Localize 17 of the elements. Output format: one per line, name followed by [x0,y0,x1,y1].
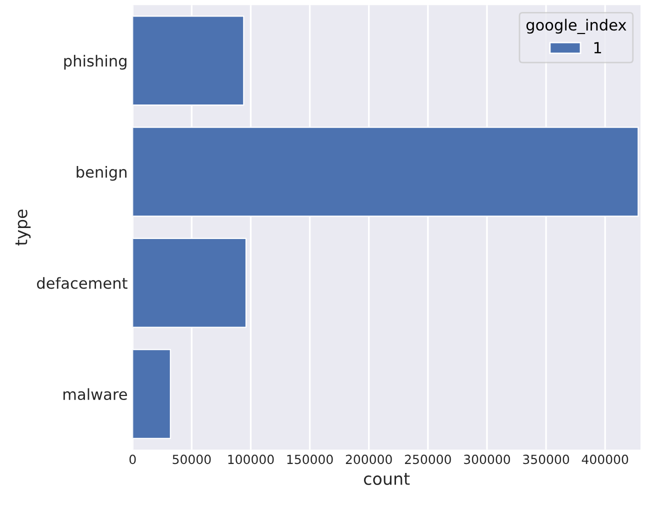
x-tick-label: 100000 [228,454,274,464]
x-tick-label: 0 [129,454,136,464]
x-tick-label: 50000 [172,454,211,464]
y-tick-label: defacement [37,277,128,289]
x-tick-label: 200000 [346,454,392,464]
x-tick-label: 350000 [523,454,570,464]
y-axis-title: type [15,210,31,246]
x-tick-label: 400000 [582,454,628,464]
legend-label: 1 [594,42,602,54]
y-tick-label: phishing [64,54,126,70]
x-tick-label: 150000 [287,454,333,464]
legend-title: google_index [526,18,626,34]
x-tick-label: 300000 [464,454,510,464]
x-axis-title: count [364,473,410,485]
y-tick-label: malware [63,388,127,400]
y-tick-label: benign [76,166,126,181]
x-tick-label: 250000 [404,454,451,464]
